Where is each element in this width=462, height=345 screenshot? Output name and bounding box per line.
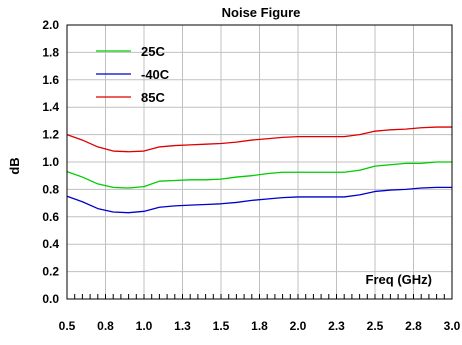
series-line (66, 161, 452, 189)
y-tick-label: 0.4 (42, 237, 59, 251)
x-tick-label: 2.8 (405, 319, 422, 333)
x-tick-labels: 0.5 0.8 1.0 1.3 1.5 1.8 2.0 2.3 2.5 2.8 3.0 (59, 319, 461, 333)
y-axis-label: dB (7, 157, 22, 174)
x-tick-label: 3.0 (444, 319, 461, 333)
gridlines (67, 25, 452, 299)
chart-title: Noise Figure (222, 5, 301, 20)
y-tick-label: 1.2 (42, 128, 59, 142)
x-tick-label: 1.0 (136, 319, 153, 333)
series-line (66, 186, 452, 214)
legend: 25C -40C 85C (96, 44, 170, 105)
x-tick-label: 1.5 (213, 319, 230, 333)
series-line (66, 126, 452, 153)
x-tick-marks (66, 294, 453, 299)
series-lines (66, 126, 452, 214)
y-tick-label: 0.2 (42, 265, 59, 279)
legend-label: 85C (141, 90, 165, 105)
x-tick-label: 2.0 (290, 319, 307, 333)
x-tick-label: 0.5 (59, 319, 76, 333)
y-tick-label: 1.4 (42, 100, 59, 114)
y-tick-label: 2.0 (42, 18, 59, 32)
x-tick-label: 0.8 (97, 319, 114, 333)
y-tick-label: 0.8 (42, 182, 59, 196)
y-tick-label: 0.0 (42, 292, 59, 306)
y-tick-label: 1.0 (42, 155, 59, 169)
y-tick-labels: 0.0 0.2 0.4 0.6 0.8 1.0 1.2 1.4 1.6 1.8 2.0 (42, 18, 59, 306)
x-tick-label: 1.3 (174, 319, 191, 333)
y-tick-label: 1.8 (42, 45, 59, 59)
y-tick-label: 0.6 (42, 210, 59, 224)
plot-area-border (66, 24, 453, 300)
legend-label: -40C (141, 67, 170, 82)
x-tick-label: 2.3 (328, 319, 345, 333)
x-tick-label: 2.5 (367, 319, 384, 333)
x-axis-label: Freq (GHz) (366, 272, 432, 287)
legend-label: 25C (141, 44, 165, 59)
y-tick-label: 1.6 (42, 73, 59, 87)
x-tick-label: 1.8 (251, 319, 268, 333)
